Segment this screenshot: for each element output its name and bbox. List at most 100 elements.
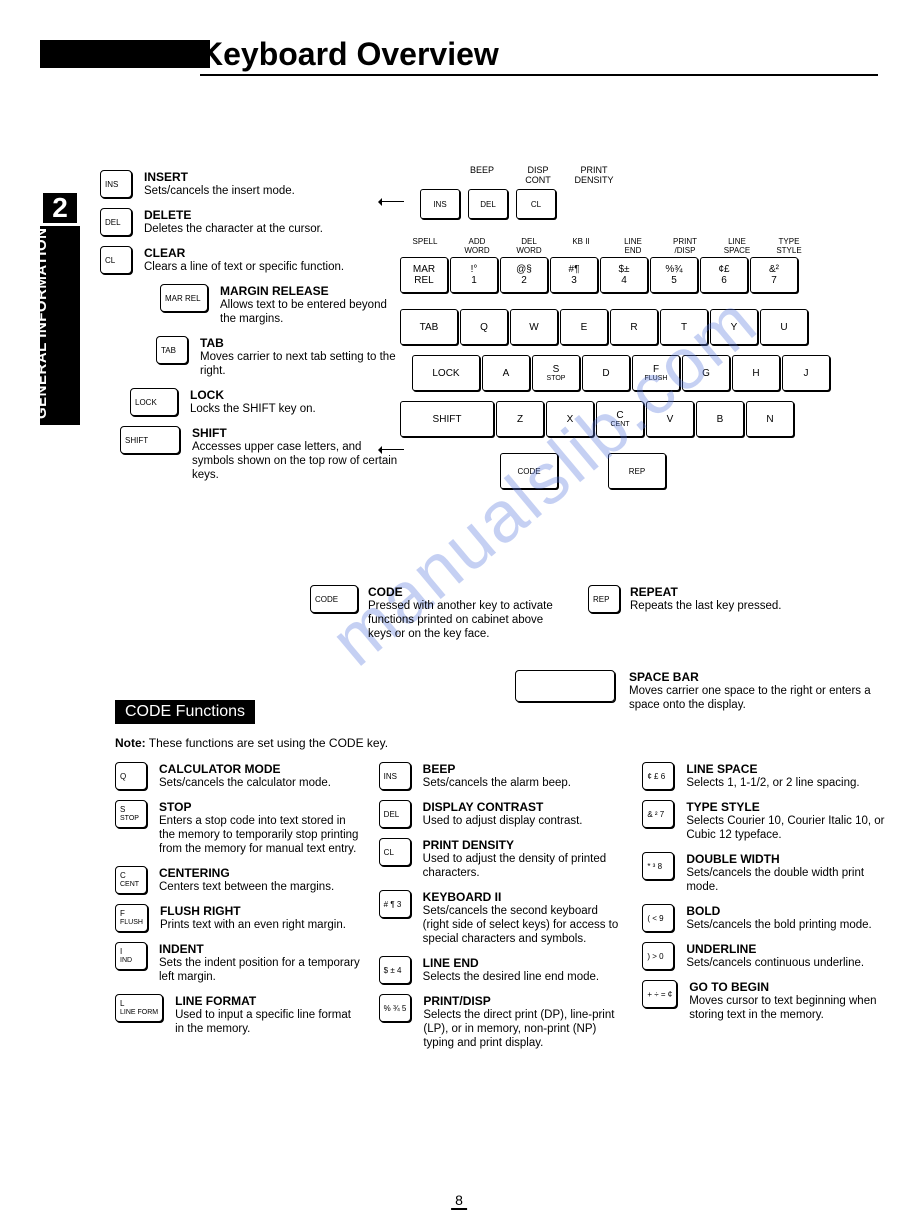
key-row: % ¾ 5PRINT/DISPSelects the direct print … xyxy=(379,994,625,1050)
kbd-key: !°1 xyxy=(450,257,498,293)
key-name: SHIFT xyxy=(192,426,400,440)
keycap: DEL xyxy=(379,800,411,828)
key-text: Enters a stop code into text stored in t… xyxy=(159,814,361,856)
key-row: ) > 0UNDERLINESets/cancels continuous un… xyxy=(642,942,888,970)
key-row: INSINSERTSets/cancels the insert mode. xyxy=(100,170,400,198)
kbd-row-bottom: CODE REP xyxy=(500,453,888,489)
section-label: GENERAL INFORMATION xyxy=(33,228,50,419)
kbd-key: REP xyxy=(608,453,666,489)
key-name: MARGIN RELEASE xyxy=(220,284,400,298)
kbd-key: Q xyxy=(460,309,508,345)
key-text: Prints text with an even right margin. xyxy=(160,918,361,932)
kbd-key: %¾5 xyxy=(650,257,698,293)
key-row: SSTOP STOPEnters a stop code into text st… xyxy=(115,800,361,856)
kbd-key: U xyxy=(760,309,808,345)
key-name: STOP xyxy=(159,800,361,814)
key-text: Sets/cancels the bold printing mode. xyxy=(686,918,888,932)
keycap: CCENT xyxy=(115,866,147,894)
key-text: Sets/cancels the alarm beep. xyxy=(423,776,625,790)
kbd-label: BEEP xyxy=(460,165,504,185)
keycap: CL xyxy=(100,246,132,274)
key-text: Repeats the last key pressed. xyxy=(630,599,782,613)
keycap: ) > 0 xyxy=(642,942,674,970)
key-text: Selects the direct print (DP), line-prin… xyxy=(423,1008,624,1050)
section-number: 2 xyxy=(40,190,80,226)
kbd-row-q: TABQWERTYU xyxy=(400,309,888,345)
key-text: Selects Courier 10, Courier Italic 10, o… xyxy=(686,814,888,842)
keycap: $ ± 4 xyxy=(379,956,411,984)
kbd-key: ¢£6 xyxy=(700,257,748,293)
kbd-key: MARREL xyxy=(400,257,448,293)
title-underline xyxy=(200,74,878,76)
kbd-key: A xyxy=(482,355,530,391)
key-name: CLEAR xyxy=(144,246,400,260)
key-name: LINE FORMAT xyxy=(175,994,361,1008)
keycap: MAR REL xyxy=(160,284,208,312)
code-col: INSBEEPSets/cancels the alarm beep.DELDI… xyxy=(379,762,625,1050)
key-text: Selects the desired line end mode. xyxy=(423,970,625,984)
keycap: + ÷ = ¢ xyxy=(642,980,677,1008)
code-functions-columns: QCALCULATOR MODESets/cancels the calcula… xyxy=(115,762,888,1050)
key-row: LLINE FORMLINE FORMATUsed to input a spe… xyxy=(115,994,361,1036)
key-name: BEEP xyxy=(423,762,625,776)
key-text: Sets the indent position for a temporary… xyxy=(159,956,361,984)
kbd-key: SHIFT xyxy=(400,401,494,437)
key-name: INDENT xyxy=(159,942,361,956)
kbd-label: PRINTDENSITY xyxy=(572,165,616,185)
code-key-desc: CODE CODE Pressed with another key to ac… xyxy=(310,585,568,641)
kbd-label: LINEEND xyxy=(608,237,658,255)
key-text: Accesses upper case letters, and symbols… xyxy=(192,440,400,482)
key-text: Sets/cancels the double width print mode… xyxy=(686,866,888,894)
kbd-key: R xyxy=(610,309,658,345)
key-name: PRINT/DISP xyxy=(423,994,624,1008)
keycap: INS xyxy=(100,170,132,198)
keycap: TAB xyxy=(156,336,188,364)
key-text: Used to adjust the density of printed ch… xyxy=(423,852,625,880)
key-row: DELDELETEDeletes the character at the cu… xyxy=(100,208,400,236)
code-col: ¢ £ 6LINE SPACESelects 1, 1-1/2, or 2 li… xyxy=(642,762,888,1050)
key-text: Centers text between the margins. xyxy=(159,880,361,894)
kbd-label: DELWORD xyxy=(504,237,554,255)
key-name: LINE SPACE xyxy=(686,762,888,776)
section-tab: 2 GENERAL INFORMATION xyxy=(40,190,80,425)
code-col: QCALCULATOR MODESets/cancels the calcula… xyxy=(115,762,361,1050)
kbd-label: LINESPACE xyxy=(712,237,762,255)
key-text: Sets/cancels the calculator mode. xyxy=(159,776,361,790)
keycap: SSTOP xyxy=(115,800,147,828)
keycap: & ² 7 xyxy=(642,800,674,828)
key-row: LOCKLOCKLocks the SHIFT key on. xyxy=(130,388,400,416)
kbd-key: B xyxy=(696,401,744,437)
keycap: * ³ 8 xyxy=(642,852,674,880)
title-bar: Keyboard Overview xyxy=(0,40,918,90)
kbd-key: E xyxy=(560,309,608,345)
key-name: GO TO BEGIN xyxy=(689,980,888,994)
left-key-list: INSINSERTSets/cancels the insert mode. DE… xyxy=(100,170,400,492)
key-row: & ² 7 TYPE STYLESelects Courier 10, Couri… xyxy=(642,800,888,842)
kbd-key: $±4 xyxy=(600,257,648,293)
key-name: TYPE STYLE xyxy=(686,800,888,814)
kbd-key: X xyxy=(546,401,594,437)
kbd-key: FFLUSH xyxy=(632,355,680,391)
keycap: FFLUSH xyxy=(115,904,148,932)
kbd-key: CL xyxy=(516,189,556,219)
key-row: MAR REL MARGIN RELEASEAllows text to be e… xyxy=(160,284,400,326)
note-text: These functions are set using the CODE k… xyxy=(149,736,388,750)
key-text: Used to input a specific line format in … xyxy=(175,1008,361,1036)
key-name: CALCULATOR MODE xyxy=(159,762,361,776)
kbd-key: INS xyxy=(420,189,460,219)
kbd-num-labels: SPELLADDWORDDELWORDKB IILINEENDPRINT/DIS… xyxy=(400,237,888,255)
spacebar-desc: SPACE BAR Moves carrier one space to the… xyxy=(515,670,878,712)
keycap: # ¶ 3 xyxy=(379,890,411,918)
key-row: ( < 9BOLDSets/cancels the bold printing … xyxy=(642,904,888,932)
kbd-key: TAB xyxy=(400,309,458,345)
key-text: Allows text to be entered beyond the mar… xyxy=(220,298,400,326)
key-name: BOLD xyxy=(686,904,888,918)
note-label: Note: xyxy=(115,736,146,750)
kbd-key: CODE xyxy=(500,453,558,489)
key-text: Sets/cancels continuous underline. xyxy=(686,956,888,970)
key-name: DELETE xyxy=(144,208,400,222)
kbd-label: PRINT/DISP xyxy=(660,237,710,255)
kbd-key: LOCK xyxy=(412,355,480,391)
key-row: SHIFTSHIFTAccesses upper case letters, a… xyxy=(120,426,400,482)
key-row: * ³ 8DOUBLE WIDTHSets/cancels the double… xyxy=(642,852,888,894)
